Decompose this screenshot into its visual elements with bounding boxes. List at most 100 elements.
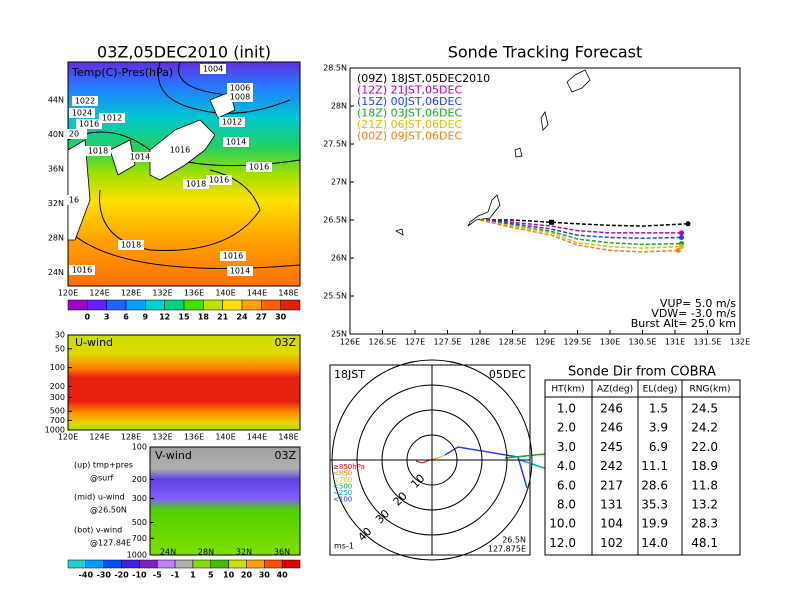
note: (mid) u-wind — [74, 493, 125, 502]
y-tick-label: 300 — [132, 494, 147, 503]
table-frame — [544, 379, 741, 556]
track-end — [675, 247, 681, 253]
isobar-label: 1012 — [222, 118, 242, 127]
x-tick-label: 130E — [600, 338, 620, 347]
table-cell: 1.5 — [649, 402, 668, 416]
note: (bot) v-wind — [74, 526, 122, 535]
table-cell: 8.0 — [557, 498, 576, 512]
colorbar-label: 30 — [259, 571, 271, 580]
note: (up) tmp+pres — [74, 461, 133, 470]
legend-entry: (00Z) 09JST,06DEC — [357, 130, 462, 143]
y-tick-label: 700 — [132, 534, 147, 543]
table-cell: 48.1 — [691, 536, 718, 550]
colorbar-label: 0 — [85, 313, 91, 322]
x-tick-label: 148E — [278, 433, 298, 442]
y-tick-label: 100 — [132, 443, 147, 452]
table-header: HT(km) — [551, 385, 584, 395]
table-cell: 10.0 — [549, 517, 576, 531]
colorbar-label: 10 — [223, 571, 235, 580]
x-tick-label: 132E — [730, 338, 750, 347]
islands — [395, 69, 591, 236]
polar-date: 05DEC — [489, 368, 526, 381]
isobar-label: 1014 — [230, 267, 250, 276]
table-header: AZ(deg) — [597, 385, 633, 395]
u-wind-time: 03Z — [274, 336, 296, 349]
table-cell: 246 — [600, 421, 623, 435]
x-tick-label: 129E — [535, 338, 555, 347]
x-tick-label: 127E — [405, 338, 425, 347]
table-cell: 11.1 — [641, 459, 668, 473]
isobar-label-bg — [227, 83, 253, 93]
param: VDW= -3.0 m/s — [651, 307, 736, 320]
y-tick-label: 27.5N — [323, 140, 347, 149]
table-header: RNG(km) — [690, 385, 731, 395]
colorbar-label: 30 — [275, 313, 287, 322]
polar-time: 18JST — [334, 368, 365, 381]
legend-entry: (21Z) 06JST,06DEC — [357, 118, 462, 131]
colorbar-label: 15 — [178, 313, 190, 322]
colorbar-box — [156, 559, 176, 569]
isobar-label-bg — [69, 265, 95, 275]
colorbar-label: 6 — [123, 313, 129, 322]
colorbar-label: 9 — [143, 313, 149, 322]
y-tick-label: 100 — [50, 363, 65, 372]
lon-label: 148E — [278, 289, 298, 298]
x-tick-label: 24N — [160, 548, 176, 557]
isobar-label-bg — [227, 266, 253, 276]
table-cell: 217 — [600, 478, 623, 492]
track-title: Sonde Tracking Forecast — [448, 43, 643, 62]
table-cell: 245 — [600, 440, 623, 454]
isobar-label-bg — [69, 108, 95, 118]
polar-lat: 26.5N — [502, 536, 526, 545]
note: @26.50N — [90, 506, 127, 515]
y-tick-label: 25N — [331, 330, 347, 339]
param: Burst Alt= 25.0 km — [631, 317, 736, 330]
temp-map — [67, 61, 301, 287]
isobar-label-bg — [61, 129, 87, 139]
colorbar-box — [106, 299, 127, 311]
x-tick-label: 120E — [58, 433, 78, 442]
colorbar-label: -40 — [79, 571, 94, 580]
isobar-label: 1024 — [72, 109, 92, 118]
polar-lon: 127.875E — [488, 545, 526, 554]
x-tick-label: 132E — [152, 433, 172, 442]
track-end — [679, 244, 684, 250]
lat-label: 36N — [48, 165, 64, 174]
y-tick-label: 28.5N — [323, 64, 347, 73]
isobar-label-bg — [220, 251, 246, 261]
legend-entry: (09Z) 18JST,05DEC2010 — [357, 72, 490, 85]
x-tick-label: 32N — [236, 548, 252, 557]
u-wind-title: U-wind — [75, 336, 113, 349]
lat-label: 24N — [48, 268, 64, 277]
table-cell: 4.0 — [557, 459, 576, 473]
isobar-label: 16 — [69, 196, 79, 205]
legend-entry: (15Z) 00JST,06DEC — [357, 95, 462, 108]
isobar-label-bg — [72, 96, 98, 106]
colorbar-box — [125, 299, 146, 311]
colorbar-box — [192, 559, 212, 569]
table-cell: 131 — [600, 498, 623, 512]
y-tick-label: 300 — [50, 393, 65, 402]
param: VUP= 5.0 m/s — [660, 297, 736, 310]
table-cell: 28.6 — [641, 478, 668, 492]
lat-label: 28N — [48, 234, 64, 243]
isobar-label: 1016 — [72, 266, 92, 275]
lon-label: 144E — [247, 289, 267, 298]
note: @127.84E — [90, 539, 131, 548]
isobar-label-bg — [200, 64, 226, 74]
colorbar-label: -20 — [114, 571, 129, 580]
isobar-label: 1016 — [170, 146, 190, 155]
lat-label: 44N — [48, 96, 64, 105]
isobar-label-bg — [219, 117, 245, 127]
x-tick-label: 130.5E — [629, 338, 657, 347]
x-tick-label: 127.5E — [434, 338, 462, 347]
colorbar-label: 27 — [256, 313, 267, 322]
y-tick-label: 500 — [50, 407, 65, 416]
isobar-label-bg — [227, 92, 253, 102]
colorbar-box — [281, 559, 301, 569]
u-wind-field — [67, 334, 301, 431]
colorbar-box — [241, 299, 262, 311]
table-cell: 6.0 — [557, 478, 576, 492]
x-tick-label: 36N — [274, 548, 290, 557]
lon-label: 140E — [215, 289, 235, 298]
